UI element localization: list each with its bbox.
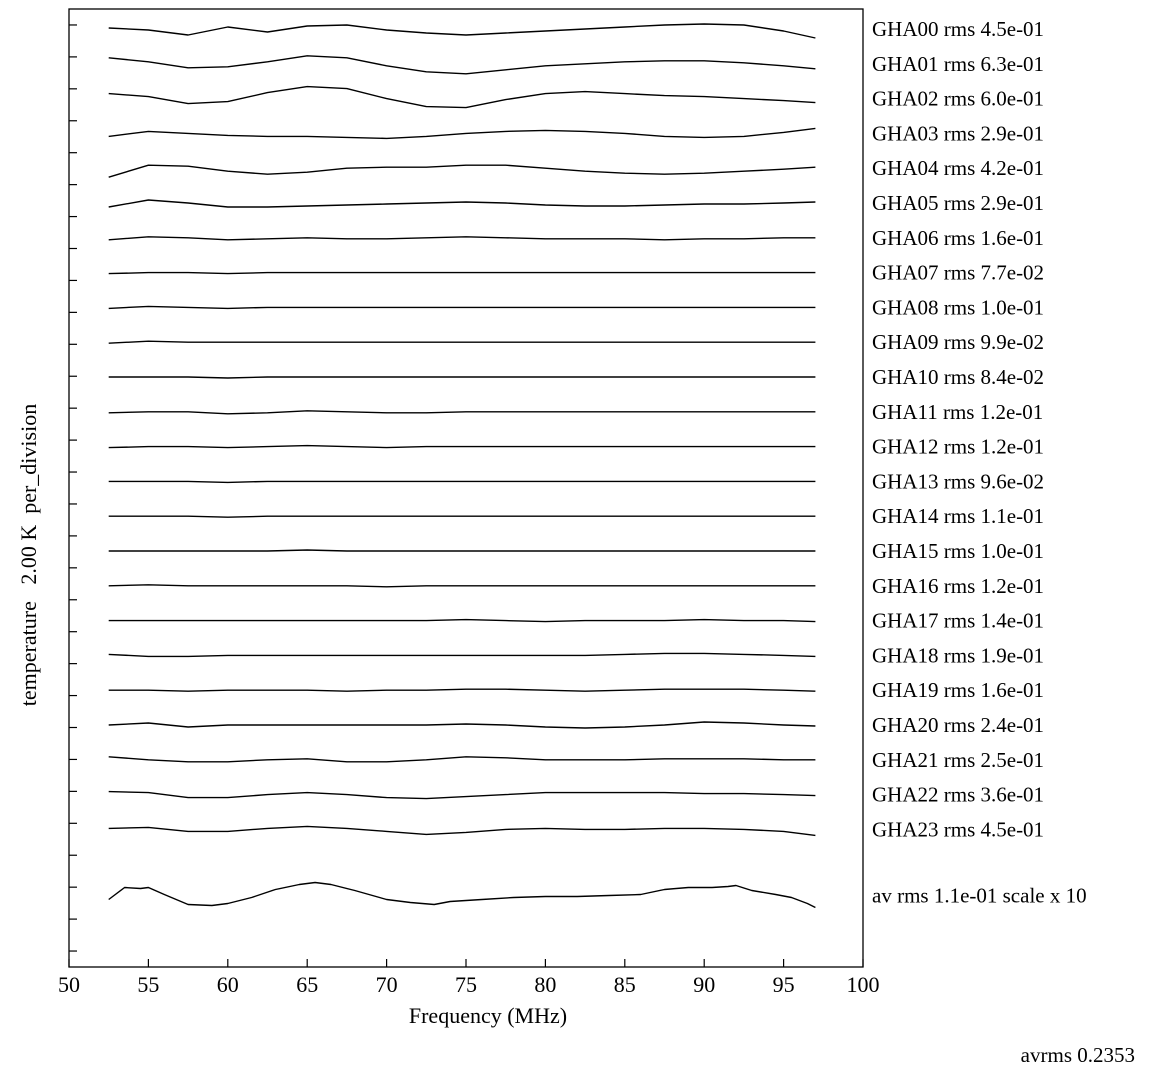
series-line-gha05	[108, 199, 816, 208]
series-line-gha16	[108, 584, 816, 588]
x-tick-label: 70	[376, 972, 398, 997]
series-line-gha02	[108, 85, 816, 109]
series-label-gha00: GHA00 rms 4.5e-01	[872, 17, 1044, 41]
series-line-gha03	[108, 127, 816, 140]
series-label-gha10: GHA10 rms 8.4e-02	[872, 365, 1044, 389]
x-tick-label: 55	[137, 972, 159, 997]
series-label-gha21: GHA21 rms 2.5e-01	[872, 748, 1044, 772]
series-line-gha17	[108, 618, 816, 623]
series-label-gha08: GHA08 rms 1.0e-01	[872, 295, 1044, 319]
series-labels: GHA00 rms 4.5e-01 GHA01 rms 6.3e-01 GHA02 …	[872, 17, 1087, 908]
series-line-gha15	[108, 549, 816, 552]
x-axis-ticks: 50 55 60 65 70 75 80 85 90 95 100	[58, 959, 880, 997]
series-line-gha23	[108, 825, 816, 837]
y-axis-ticks	[69, 24, 77, 952]
series-label-gha09: GHA09 rms 9.9e-02	[872, 330, 1044, 354]
series-label-gha05: GHA05 rms 2.9e-01	[872, 191, 1044, 215]
series-label-gha01: GHA01 rms 6.3e-01	[872, 52, 1044, 76]
series-line-gha21	[108, 756, 816, 763]
series-line-gha06	[108, 236, 816, 241]
series-label-gha15: GHA15 rms 1.0e-01	[872, 539, 1044, 563]
series-label-gha19: GHA19 rms 1.6e-01	[872, 678, 1044, 702]
series-label-gha07: GHA07 rms 7.7e-02	[872, 261, 1044, 285]
series-line-gha20	[108, 721, 816, 729]
series-line-gha07	[108, 271, 816, 275]
x-tick-label: 75	[455, 972, 477, 997]
series-label-gha06: GHA06 rms 1.6e-01	[872, 226, 1044, 250]
y-axis-label: temperature 2.00 K per_division	[16, 404, 41, 706]
series-line-gha04	[108, 164, 816, 178]
x-tick-label: 80	[534, 972, 556, 997]
series-line-gha10	[108, 376, 816, 379]
series-line-gha14	[108, 515, 816, 518]
x-tick-label: 85	[614, 972, 636, 997]
series-label-gha22: GHA22 rms 3.6e-01	[872, 783, 1044, 807]
plot-frame	[68, 8, 864, 968]
series-label-gha04: GHA04 rms 4.2e-01	[872, 156, 1044, 180]
x-axis-label: Frequency (MHz)	[409, 1003, 567, 1028]
series-line-gha19	[108, 688, 816, 692]
avrms-footer: avrms 0.2353	[1021, 1043, 1135, 1067]
series-label-gha16: GHA16 rms 1.2e-01	[872, 574, 1044, 598]
series-label-gha11: GHA11 rms 1.2e-01	[872, 400, 1043, 424]
series-line-gha13	[108, 480, 816, 484]
series-label-gha12: GHA12 rms 1.2e-01	[872, 435, 1044, 459]
x-tick-label: 65	[296, 972, 318, 997]
series-line-gha09	[108, 340, 816, 344]
series-line-gha00	[108, 23, 816, 39]
x-tick-label: 60	[217, 972, 239, 997]
series-line-gha08	[108, 305, 816, 310]
series-line-gha12	[108, 444, 816, 449]
x-tick-label: 90	[693, 972, 715, 997]
x-tick-label: 50	[58, 972, 80, 997]
series-line-gha11	[108, 410, 816, 415]
x-tick-label: 95	[773, 972, 795, 997]
series-label-gha14: GHA14 rms 1.1e-01	[872, 504, 1044, 528]
series-line-av	[108, 881, 816, 909]
series-line-gha01	[108, 55, 816, 75]
series-label-gha03: GHA03 rms 2.9e-01	[872, 121, 1044, 145]
series-label-gha20: GHA20 rms 2.4e-01	[872, 713, 1044, 737]
series-label-gha13: GHA13 rms 9.6e-02	[872, 469, 1044, 493]
series-label-gha17: GHA17 rms 1.4e-01	[872, 609, 1044, 633]
series-line-gha22	[108, 790, 816, 800]
series-line-gha18	[108, 652, 816, 658]
series-label-gha02: GHA02 rms 6.0e-01	[872, 87, 1044, 111]
series-label-gha23: GHA23 rms 4.5e-01	[872, 817, 1044, 841]
series-lines	[108, 23, 816, 909]
series-label-av: av rms 1.1e-01 scale x 10	[872, 884, 1087, 908]
x-tick-label: 100	[847, 972, 880, 997]
series-label-gha18: GHA18 rms 1.9e-01	[872, 643, 1044, 667]
